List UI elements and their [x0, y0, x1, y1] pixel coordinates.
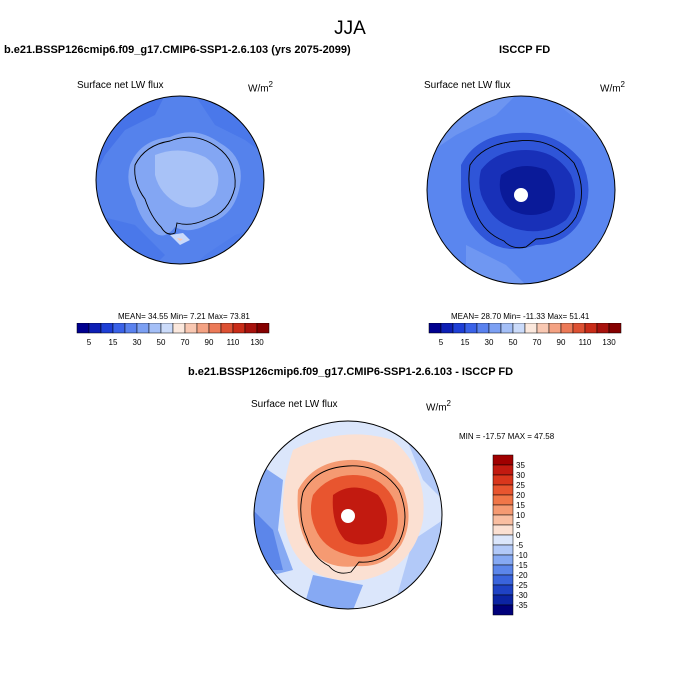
diff-colorbar-tick-label: -20: [516, 571, 528, 580]
model-colorbar-swatch: [208, 323, 222, 334]
obs-colorbar-swatch: [608, 323, 622, 334]
obs-panel-title: ISCCP FD: [499, 44, 551, 56]
diff-colorbar-swatch: [492, 504, 514, 516]
obs-colorbar-tick-label: 30: [485, 338, 494, 347]
obs-units-label: W/m2: [600, 80, 625, 95]
model-colorbar-swatch: [148, 323, 162, 334]
obs-variable-label: Surface net LW flux: [424, 80, 511, 91]
model-colorbar-swatch: [184, 323, 198, 334]
model-colorbar-swatch: [100, 323, 114, 334]
obs-colorbar-tick-label: 50: [509, 338, 518, 347]
diff-colorbar-swatch: [492, 584, 514, 596]
model-colorbar-swatch: [172, 323, 186, 334]
diff-units-label: W/m2: [426, 399, 451, 414]
model-colorbar-swatch: [112, 323, 126, 334]
model-colorbar-swatch: [196, 323, 210, 334]
model-colorbar-tick-label: 50: [157, 338, 166, 347]
model-colorbar: 5 15 30 50 70 90 110 130: [76, 323, 270, 347]
obs-stats: MEAN= 28.70 Min= -11.33 Max= 51.41: [451, 312, 590, 321]
diff-colorbar-swatch: [492, 524, 514, 536]
diff-colorbar-tick-label: -35: [516, 601, 528, 610]
diff-colorbar-tick-label: 20: [516, 491, 525, 500]
diff-colorbar-tick-label: 25: [516, 481, 525, 490]
obs-colorbar-swatch: [500, 323, 514, 334]
diff-colorbar-tick-label: 0: [516, 531, 521, 540]
obs-colorbar-swatch: [440, 323, 454, 334]
obs-colorbar-swatch: [488, 323, 502, 334]
model-colorbar-swatch: [232, 323, 246, 334]
obs-colorbar-tick-label: 90: [557, 338, 566, 347]
model-colorbar-swatch: [256, 323, 270, 334]
page-title: JJA: [334, 18, 366, 39]
diff-colorbar-swatch: [492, 544, 514, 556]
model-colorbar-tick-label: 70: [181, 338, 190, 347]
diff-polar-map: [253, 420, 443, 610]
obs-colorbar-swatch: [428, 323, 442, 334]
obs-colorbar-tick-label: 130: [602, 338, 616, 347]
diff-colorbar-swatch: [492, 484, 514, 496]
model-colorbar-swatch: [244, 323, 258, 334]
model-colorbar-tick-label: 110: [227, 338, 240, 347]
diff-variable-label: Surface net LW flux: [251, 399, 338, 410]
obs-colorbar-tick-label: 70: [533, 338, 542, 347]
model-colorbar-tick-label: 90: [205, 338, 214, 347]
diff-colorbar-swatch: [492, 474, 514, 486]
obs-colorbar-swatch: [452, 323, 466, 334]
diff-panel-title: b.e21.BSSP126cmip6.f09_g17.CMIP6-SSP1-2.…: [188, 366, 514, 378]
diff-colorbar-tick-label: -25: [516, 581, 528, 590]
diff-colorbar-tick-label: -15: [516, 561, 528, 570]
obs-colorbar: 5 15 30 50 70 90 110 130: [428, 323, 622, 347]
obs-colorbar-swatch: [572, 323, 586, 334]
diff-colorbar-tick-label: 15: [516, 501, 525, 510]
diff-colorbar-swatch: [492, 594, 514, 606]
diff-stats: MIN = -17.57 MAX = 47.58: [459, 432, 555, 441]
model-colorbar-tick-label: 15: [109, 338, 118, 347]
obs-colorbar-swatch: [536, 323, 550, 334]
model-colorbar-tick-label: 130: [250, 338, 264, 347]
diff-colorbar-tick-label: 30: [516, 471, 525, 480]
diff-colorbar-swatch: [492, 574, 514, 586]
obs-colorbar-swatch: [512, 323, 526, 334]
obs-colorbar-swatch: [584, 323, 598, 334]
diff-colorbar-swatch: [492, 534, 514, 546]
model-polar-map: [95, 95, 265, 265]
diff-colorbar-tick-label: -30: [516, 591, 528, 600]
obs-colorbar-swatch: [548, 323, 562, 334]
model-variable-label: Surface net LW flux: [77, 80, 164, 91]
model-colorbar-swatch: [76, 323, 90, 334]
model-stats: MEAN= 34.55 Min= 7.21 Max= 73.81: [118, 312, 250, 321]
diff-colorbar-tick-label: 5: [516, 521, 521, 530]
model-colorbar-swatch: [220, 323, 234, 334]
obs-colorbar-tick-label: 110: [579, 338, 592, 347]
diff-colorbar-tick-label: -10: [516, 551, 528, 560]
diff-colorbar-swatch: [492, 464, 514, 476]
diff-colorbar-tick-label: 35: [516, 461, 525, 470]
obs-polar-map: [426, 95, 616, 285]
model-colorbar-swatch: [160, 323, 174, 334]
obs-colorbar-tick-label: 15: [461, 338, 470, 347]
obs-colorbar-swatch: [560, 323, 574, 334]
diff-colorbar-swatch: [492, 454, 514, 466]
model-colorbar-swatch: [124, 323, 138, 334]
model-colorbar-tick-label: 5: [87, 338, 92, 347]
diff-colorbar-tick-label: -5: [516, 541, 524, 550]
diff-colorbar-swatch: [492, 564, 514, 576]
model-panel-title: b.e21.BSSP126cmip6.f09_g17.CMIP6-SSP1-2.…: [4, 44, 351, 56]
obs-colorbar-swatch: [596, 323, 610, 334]
model-colorbar-tick-label: 30: [133, 338, 142, 347]
obs-colorbar-tick-label: 5: [439, 338, 444, 347]
diff-colorbar-swatch: [492, 494, 514, 506]
obs-colorbar-swatch: [476, 323, 490, 334]
obs-colorbar-swatch: [464, 323, 478, 334]
model-units-label: W/m2: [248, 80, 273, 95]
model-colorbar-swatch: [88, 323, 102, 334]
diff-colorbar-swatch: [492, 514, 514, 526]
obs-colorbar-swatch: [524, 323, 538, 334]
model-colorbar-swatch: [136, 323, 150, 334]
diff-colorbar-tick-label: 10: [516, 511, 525, 520]
diff-colorbar-swatch: [492, 554, 514, 566]
diff-colorbar-swatch: [492, 604, 514, 616]
